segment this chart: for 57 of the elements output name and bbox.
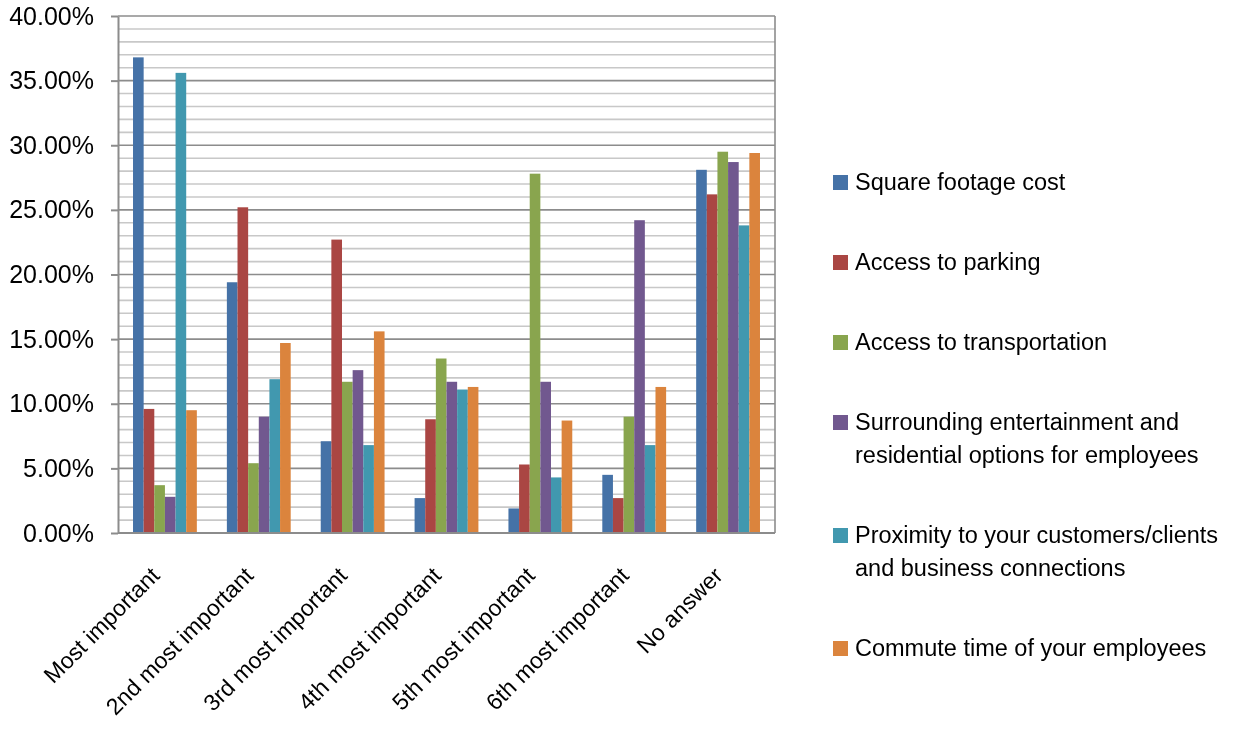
bar (435, 358, 447, 533)
bar (696, 169, 707, 533)
bar (269, 379, 281, 533)
y-tick-label: 30.00% (9, 130, 94, 159)
bar (612, 498, 624, 533)
bar (373, 331, 385, 533)
bar (717, 151, 729, 533)
y-tick-label: 20.00% (9, 260, 94, 288)
bar (623, 416, 635, 533)
bar (164, 496, 176, 533)
bar (352, 370, 364, 533)
legend-label: Proximity to your customers/clients and business connections (855, 522, 1219, 582)
bar (320, 441, 332, 533)
bar (248, 463, 259, 533)
bar (331, 239, 343, 533)
legend-label: Surrounding entertainment and residential options for employees (855, 409, 1199, 469)
bar (258, 416, 270, 533)
y-tick-label: 15.00% (9, 324, 94, 353)
legend-label: Access to parking (855, 249, 1041, 276)
y-tick-label: 5.00% (23, 453, 94, 482)
bar (363, 445, 374, 533)
y-tick-label: 40.00% (9, 1, 94, 30)
bar (561, 420, 573, 533)
bar (508, 508, 520, 533)
bar (280, 343, 291, 533)
bar (644, 445, 656, 533)
bar (602, 474, 613, 533)
bar (425, 419, 436, 533)
bar (133, 57, 144, 533)
y-tick-label: 10.00% (9, 389, 94, 418)
bar (655, 386, 667, 533)
bar (226, 282, 238, 533)
bar (749, 153, 760, 533)
bar (540, 381, 551, 533)
bar (175, 72, 187, 533)
bar (634, 220, 645, 533)
legend-label: Commute time of your employees (855, 635, 1207, 662)
y-tick-label: 35.00% (9, 66, 94, 95)
bar (738, 225, 750, 533)
bar (467, 386, 479, 533)
bar (186, 410, 197, 533)
bar (706, 194, 718, 533)
bar (154, 485, 165, 533)
y-tick-label: 0.00% (23, 518, 94, 547)
bar (457, 389, 468, 533)
bar (529, 173, 541, 533)
y-tick-label: 25.00% (9, 195, 94, 224)
bar (414, 498, 426, 533)
bar (143, 408, 155, 533)
legend-label: Square footage cost (855, 169, 1066, 196)
bar (728, 162, 739, 533)
bar (550, 477, 562, 533)
legend-label: Access to transportation (855, 329, 1108, 356)
bar (237, 207, 249, 533)
bar (519, 464, 530, 533)
bar (446, 381, 458, 533)
bar (342, 381, 353, 533)
